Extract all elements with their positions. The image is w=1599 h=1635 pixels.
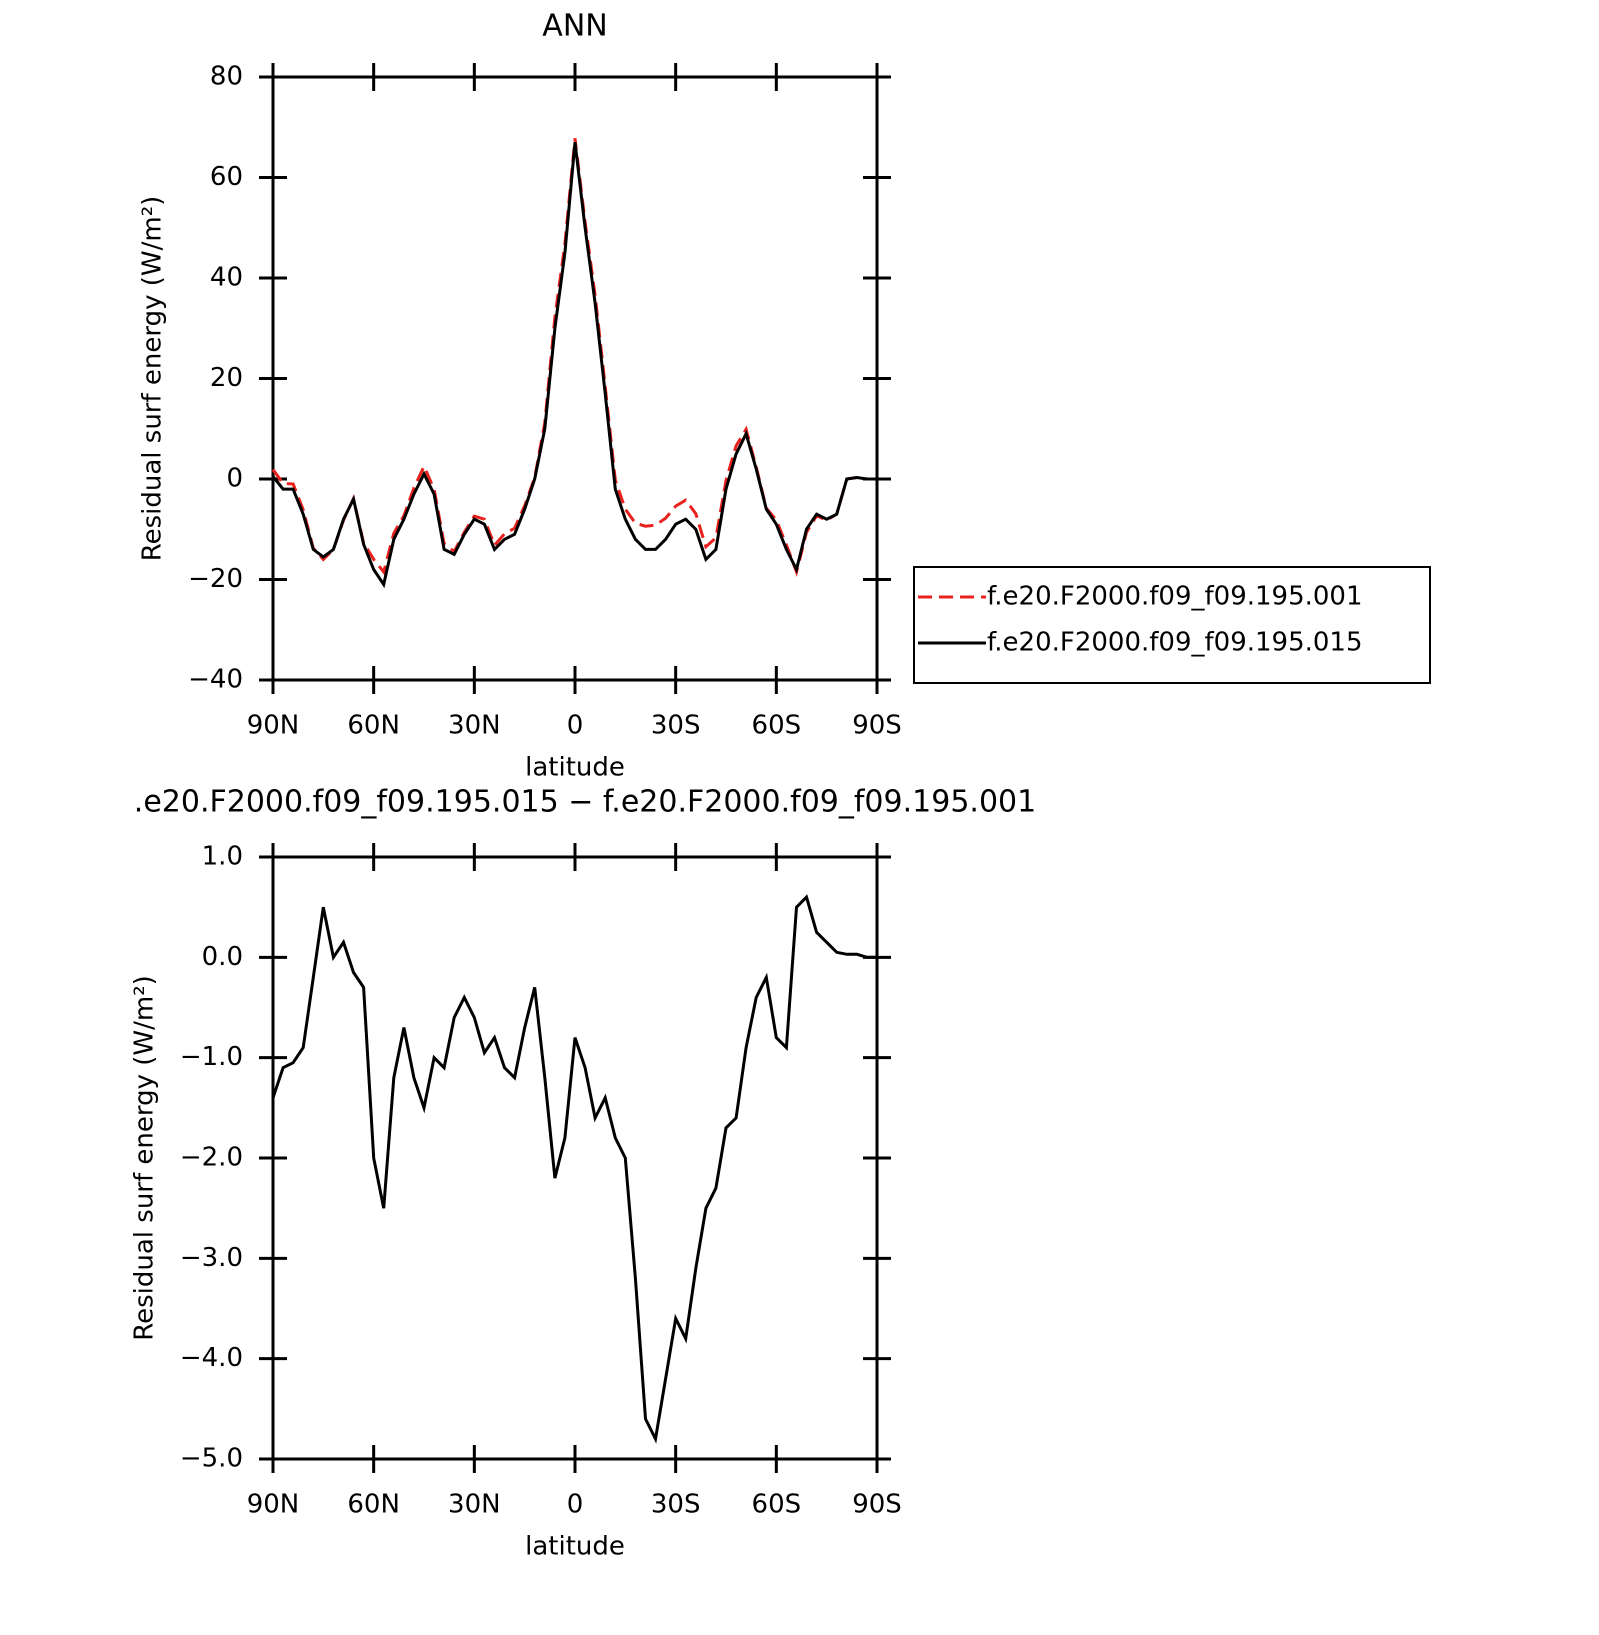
y-axis-label: Residual surf energy (W/m²) [138,196,168,562]
x-tick-label: 90N [247,711,300,741]
y-tick-label: 20 [210,363,243,393]
y-tick-label: 40 [210,263,243,293]
x-tick-label: 60S [752,1490,802,1520]
x-tick-label: 90N [247,1490,300,1520]
x-tick-label: 0 [567,711,584,741]
plot-frame [271,855,879,1461]
y-tick-label: −5.0 [180,1444,243,1474]
x-tick-label: 30S [651,711,701,741]
x-tick-label: 90S [852,1490,902,1520]
y-tick-label: 60 [210,162,243,192]
x-axis-label: latitude [525,1532,625,1562]
data-line [271,138,877,578]
legend-label: f.e20.F2000.f09_f09.195.001 [987,582,1363,612]
x-axis-label: latitude [525,753,625,783]
y-tick-label: −3.0 [180,1243,243,1273]
legend-label: f.e20.F2000.f09_f09.195.015 [987,628,1363,658]
y-tick-label: −1.0 [180,1042,243,1072]
y-tick-label: 1.0 [202,842,243,872]
x-tick-label: 0 [567,1490,584,1520]
y-axis-label: Residual surf energy (W/m²) [130,975,160,1341]
x-tick-label: 30S [651,1490,701,1520]
y-tick-label: 80 [210,62,243,92]
legend-box [913,566,1431,684]
data-line [271,894,877,1444]
x-tick-label: 60S [752,711,802,741]
y-tick-label: 0.0 [202,942,243,972]
y-tick-label: 0 [226,464,243,494]
y-tick-label: −40 [188,665,243,695]
chart-title: ANN [542,9,607,44]
chart-title: .e20.F2000.f09_f09.195.015 − f.e20.F2000… [134,785,1036,820]
y-tick-label: −20 [188,564,243,594]
x-tick-label: 90S [852,711,902,741]
data-line [271,142,877,589]
y-tick-label: −4.0 [180,1343,243,1373]
x-tick-label: 30N [448,1490,501,1520]
plot-frame [271,75,879,682]
x-tick-label: 60N [347,711,400,741]
y-tick-label: −2.0 [180,1143,243,1173]
x-tick-label: 30N [448,711,501,741]
x-tick-label: 60N [347,1490,400,1520]
